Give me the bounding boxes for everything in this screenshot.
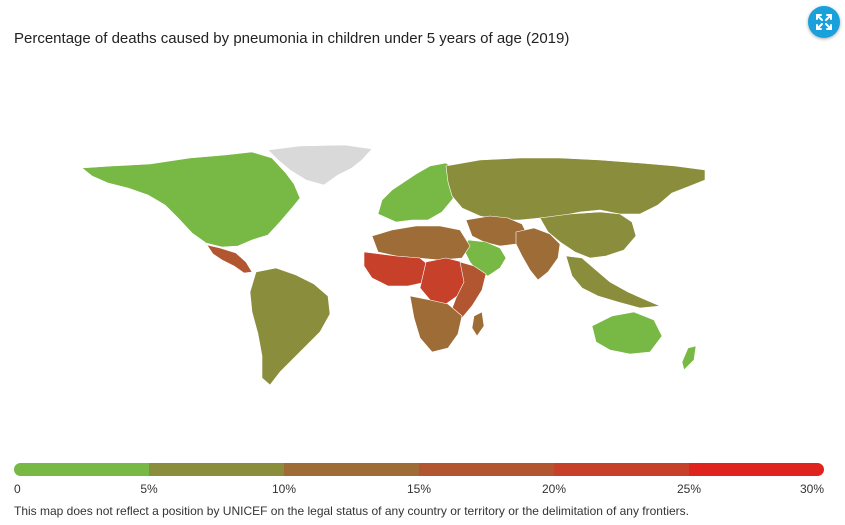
world-map — [0, 140, 845, 390]
region-south-asia[interactable] — [515, 227, 561, 281]
region-west-africa[interactable] — [363, 251, 433, 287]
legend-segment — [689, 463, 824, 476]
legend-segment — [419, 463, 554, 476]
region-southeast-asia[interactable] — [565, 255, 661, 309]
region-east-asia[interactable] — [539, 211, 637, 259]
legend-segment — [149, 463, 284, 476]
legend-label: 25% — [676, 482, 702, 496]
expand-button[interactable] — [808, 6, 840, 38]
legend-label: 10% — [271, 482, 297, 496]
map-title: Percentage of deaths caused by pneumonia… — [14, 30, 570, 47]
region-madagascar[interactable] — [471, 311, 485, 337]
region-south-america[interactable] — [249, 267, 331, 386]
region-north-america[interactable] — [81, 151, 301, 248]
disclaimer-text: This map does not reflect a position by … — [14, 504, 689, 518]
legend-labels: 0 5% 10% 15% 20% 25% 30% — [14, 482, 824, 498]
legend-segment — [14, 463, 149, 476]
legend-label: 30% — [799, 482, 824, 496]
region-east-africa[interactable] — [449, 261, 487, 319]
region-new-zealand[interactable] — [681, 345, 697, 371]
legend-label: 0 — [14, 482, 21, 496]
region-central-america[interactable] — [206, 244, 253, 274]
legend-label: 5% — [140, 482, 158, 496]
region-greenland[interactable] — [267, 144, 373, 186]
region-australia[interactable] — [591, 311, 663, 355]
legend-label: 20% — [541, 482, 567, 496]
legend-segment — [284, 463, 419, 476]
legend-segment — [554, 463, 689, 476]
expand-icon — [816, 14, 832, 30]
legend-color-bar — [14, 463, 824, 476]
legend-label: 15% — [406, 482, 432, 496]
region-southern-africa[interactable] — [409, 295, 463, 353]
world-map-svg — [81, 144, 706, 386]
region-russia-central-asia[interactable] — [445, 157, 706, 221]
